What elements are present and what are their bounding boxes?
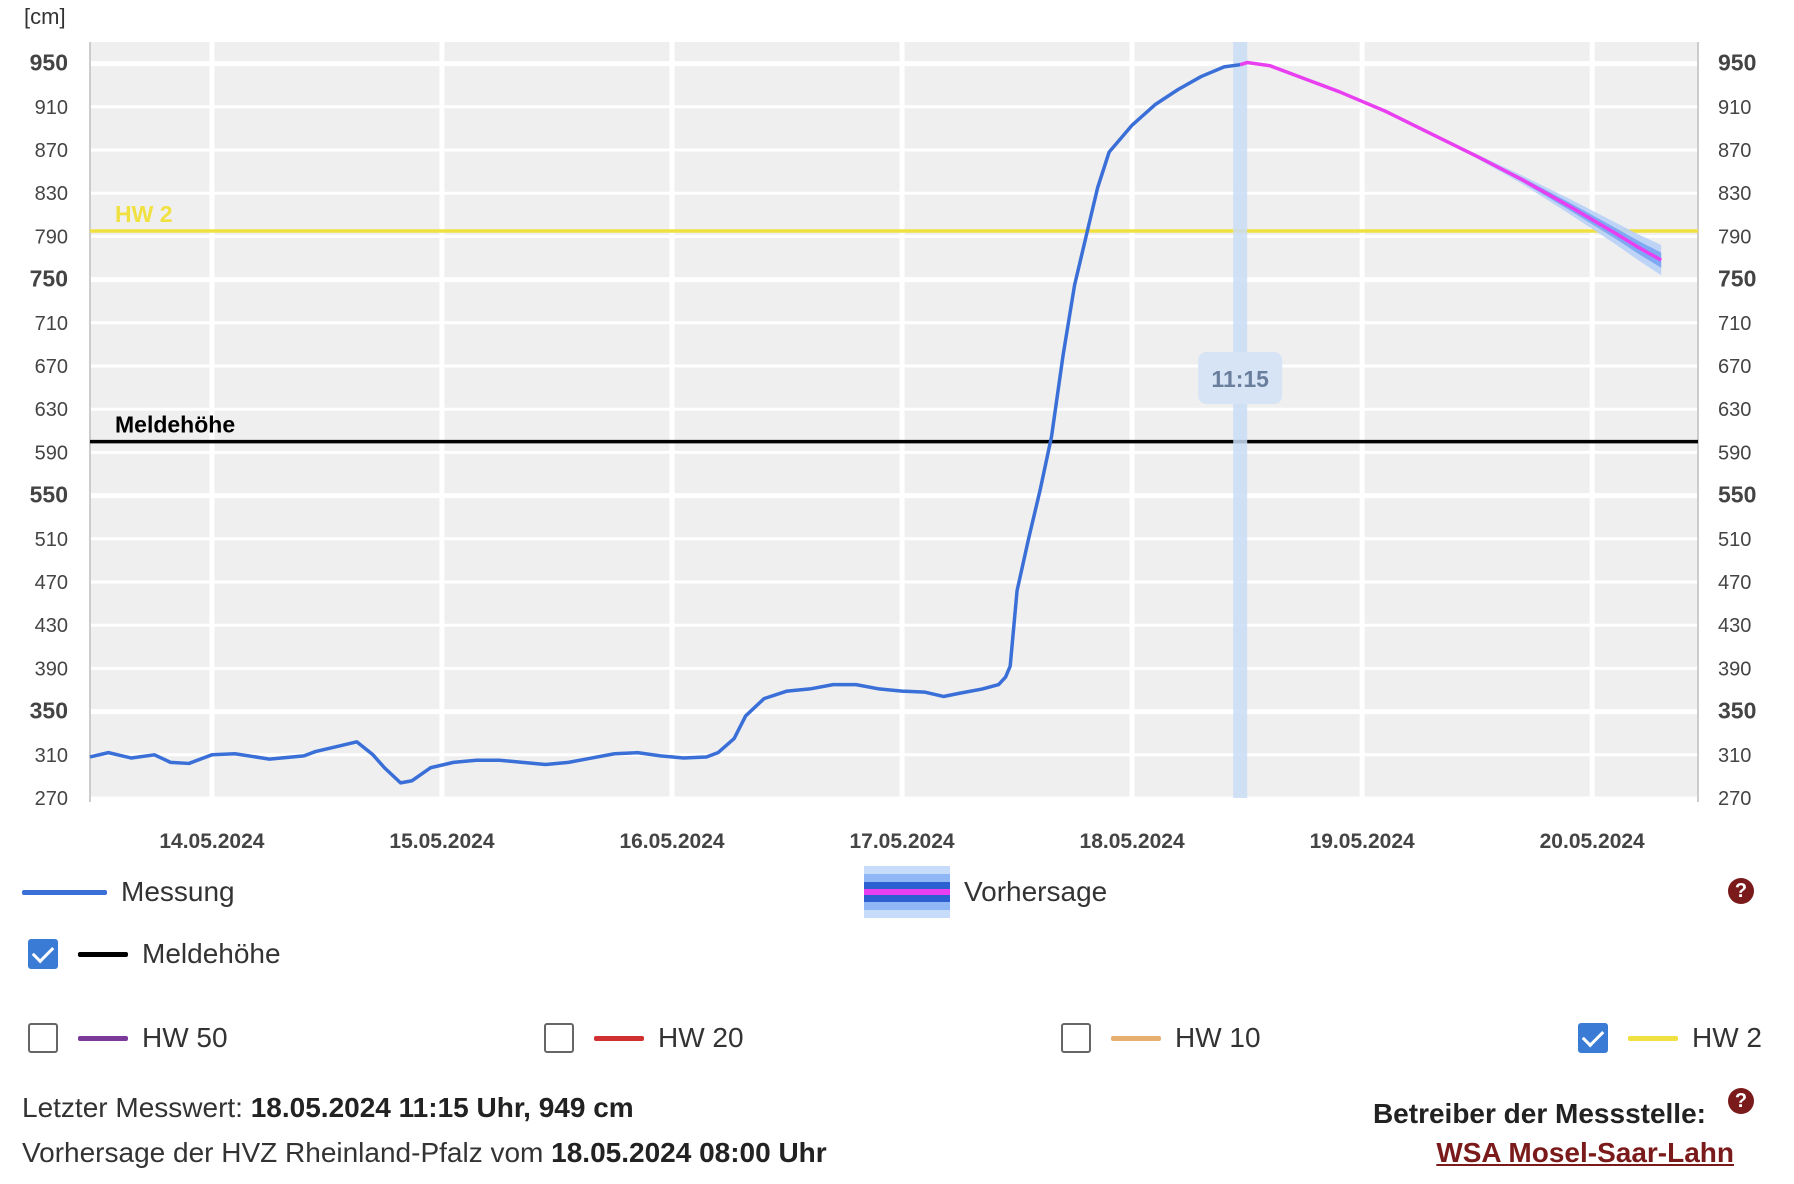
legend-vorhersage: Vorhersage [864, 862, 1107, 922]
y-tick-label-left: 630 [35, 399, 68, 421]
legend-hw-2[interactable]: HW 2 [1578, 1008, 1762, 1068]
x-tick-label: 19.05.2024 [1310, 830, 1415, 853]
meldehoehe-checkbox[interactable] [28, 939, 58, 969]
legend-hw-20[interactable]: HW 20 [544, 1008, 744, 1068]
y-tick-label-right: 870 [1718, 140, 1751, 162]
forecast-date: 18.05.2024 08:00 Uhr [551, 1137, 827, 1168]
y-tick-label-left: 550 [30, 482, 68, 508]
legend-vorhersage-label: Vorhersage [964, 876, 1108, 907]
legend-hw-10[interactable]: HW 10 [1061, 1008, 1261, 1068]
y-tick-label-left: 950 [30, 50, 68, 76]
legend-hw-2-label: HW 2 [1692, 1022, 1762, 1053]
legend-meldehoehe-label: Meldehöhe [142, 938, 281, 969]
hw-2-checkbox[interactable] [1578, 1023, 1608, 1053]
y-tick-label-right: 790 [1718, 226, 1751, 248]
y-tick-label-right: 470 [1718, 572, 1751, 594]
y-tick-label-left: 390 [35, 658, 68, 680]
y-tick-label-right: 310 [1718, 745, 1751, 767]
y-tick-label-right: 630 [1718, 399, 1751, 421]
y-tick-label-right: 350 [1718, 698, 1756, 724]
y-tick-label-left: 830 [35, 183, 68, 205]
hw-20-checkbox[interactable] [544, 1023, 574, 1053]
hw-50-swatch [78, 1035, 128, 1041]
y-tick-label-left: 590 [35, 442, 68, 464]
series-layer [89, 60, 1663, 785]
messung-swatch [22, 889, 107, 895]
forecast-line: Vorhersage der HVZ Rheinland-Pfalz vom 1… [22, 1137, 827, 1169]
hw-20-swatch [594, 1035, 644, 1041]
legend-messung: Messung [22, 862, 235, 922]
last-value-line: Letzter Messwert: 18.05.2024 11:15 Uhr, … [22, 1092, 634, 1124]
y-tick-label-right: 510 [1718, 529, 1751, 551]
y-tick-label-right: 830 [1718, 183, 1751, 205]
series-line-messung [89, 62, 1241, 785]
y-tick-label-left: 350 [30, 698, 68, 724]
legend-meldehoehe[interactable]: Meldehöhe [28, 924, 281, 984]
x-tick-label: 15.05.2024 [389, 830, 494, 853]
operator-help-icon[interactable]: ? [1728, 1088, 1754, 1114]
hw-10-swatch [1111, 1035, 1161, 1041]
legend-hw-50-label: HW 50 [142, 1022, 228, 1053]
y-tick-label-right: 670 [1718, 356, 1751, 378]
operator-link[interactable]: WSA Mosel-Saar-Lahn [1436, 1137, 1734, 1168]
y-tick-label-right: 590 [1718, 442, 1751, 464]
legend-hw-10-label: HW 10 [1175, 1022, 1261, 1053]
y-tick-label-right: 950 [1718, 50, 1756, 76]
legend-messung-label: Messung [121, 876, 235, 907]
y-tick-label-right: 390 [1718, 658, 1751, 680]
vorhersage-swatch [864, 866, 950, 918]
x-tick-label: 17.05.2024 [849, 830, 954, 853]
y-tick-label-left: 270 [35, 788, 68, 810]
x-tick-label: 20.05.2024 [1540, 830, 1645, 853]
y-tick-label-right: 550 [1718, 482, 1756, 508]
water-level-chart: HW 2 Meldehöhe 11:15 950 950 910 910 870 870 83… [24, 4, 1757, 853]
hw-10-checkbox[interactable] [1061, 1023, 1091, 1053]
legend-hw-50[interactable]: HW 50 [28, 1008, 228, 1068]
y-tick-label-left: 710 [35, 313, 68, 335]
x-tick-label: 16.05.2024 [619, 830, 724, 853]
reference-lines: HW 2 Meldehöhe [90, 201, 1698, 444]
y-tick-label-left: 870 [35, 140, 68, 162]
reference-label: HW 2 [115, 201, 173, 227]
last-value-prefix: Letzter Messwert: [22, 1092, 251, 1123]
marker-label: 11:15 [1211, 366, 1269, 392]
legend-hw-20-label: HW 20 [658, 1022, 744, 1053]
y-tick-label-left: 670 [35, 356, 68, 378]
meldehoehe-swatch [78, 951, 128, 957]
forecast-prefix: Vorhersage der HVZ Rheinland-Pfalz vom [22, 1137, 552, 1168]
plot-background [90, 42, 1698, 798]
marker-label-box [1198, 352, 1283, 404]
y-tick-label-right: 750 [1718, 266, 1756, 292]
y-tick-labels: 950 950 910 910 870 870 830 830 790 790 750 750 710 7… [30, 50, 1757, 810]
y-tick-label-right: 270 [1718, 788, 1751, 810]
current-time-marker: 11:15 [1198, 42, 1283, 798]
operator-label: Betreiber der Messstelle: [1372, 1098, 1706, 1129]
y-tick-label-left: 750 [30, 266, 68, 292]
y-tick-label-left: 310 [35, 745, 68, 767]
x-tick-label: 14.05.2024 [159, 830, 264, 853]
x-tick-labels: 14.05.2024 15.05.2024 16.05.2024 17.05.2024… [159, 830, 1645, 853]
y-tick-label-left: 510 [35, 529, 68, 551]
grid [89, 42, 1699, 802]
marker-band [1233, 42, 1248, 798]
y-tick-label-left: 430 [35, 615, 68, 637]
y-tick-label-right: 910 [1718, 97, 1751, 119]
series-line-vorhersage [1239, 60, 1663, 262]
y-tick-label-right: 430 [1718, 615, 1751, 637]
hw-2-swatch [1628, 1035, 1678, 1041]
y-tick-label-right: 710 [1718, 313, 1751, 335]
y-tick-label-left: 910 [35, 97, 68, 119]
last-value: 18.05.2024 11:15 Uhr, 949 cm [250, 1092, 634, 1123]
help-icon[interactable]: ? [1728, 878, 1754, 904]
y-axis-unit: [cm] [24, 4, 66, 29]
hw-50-checkbox[interactable] [28, 1023, 58, 1053]
y-tick-label-left: 790 [35, 226, 68, 248]
x-tick-label: 18.05.2024 [1080, 830, 1185, 853]
reference-label: Meldehöhe [115, 412, 235, 438]
y-tick-label-left: 470 [35, 572, 68, 594]
